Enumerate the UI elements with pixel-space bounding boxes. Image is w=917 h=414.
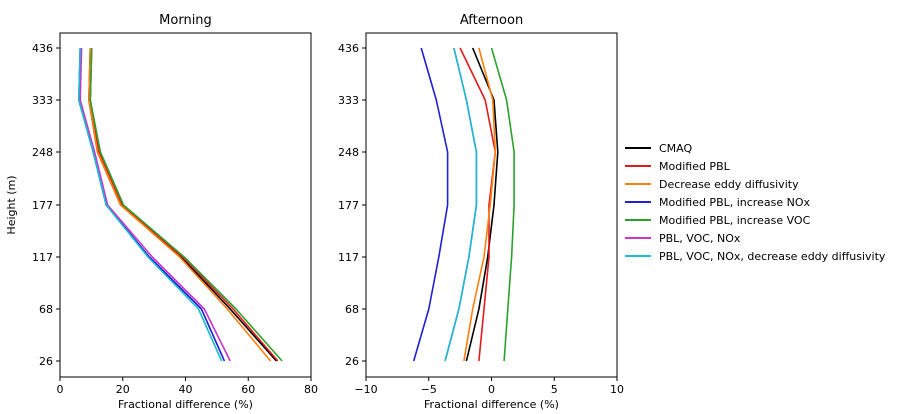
- legend-label: Decrease eddy diffusivity: [659, 178, 799, 191]
- series-line-0: [88, 47, 277, 362]
- series-line-3: [412, 47, 449, 362]
- x-tick-label: 10: [610, 383, 624, 396]
- y-tick-label: 436: [338, 42, 359, 55]
- series-line-5: [79, 47, 231, 362]
- y-tick-label: 68: [39, 303, 53, 316]
- y-tick-label: 117: [32, 251, 53, 264]
- y-tick-label: 26: [39, 355, 53, 368]
- y-tick-label: 333: [32, 94, 53, 107]
- afternoon-panel: −10 −5 0 5 10 26 68 117 177 248 333 436 Afternoon Fra…: [338, 13, 624, 411]
- x-tick-label: 0: [488, 383, 495, 396]
- x-tick-label: 20: [116, 383, 130, 396]
- chart-title: Morning: [159, 13, 212, 28]
- series-line-2: [463, 47, 497, 362]
- legend-label: CMAQ: [659, 142, 693, 155]
- plot-frame: [365, 32, 618, 378]
- y-axis-label: Height (m): [5, 175, 18, 234]
- y-tick-label: 248: [32, 146, 53, 159]
- y-tick-label: 436: [32, 42, 53, 55]
- y-tick-label: 248: [338, 146, 359, 159]
- x-axis-label: Fractional difference (%): [118, 398, 253, 411]
- x-axis-label: Fractional difference (%): [424, 398, 559, 411]
- y-tick-label: 177: [338, 199, 359, 212]
- series-line-2: [88, 47, 272, 362]
- legend: CMAQ Modified PBL Decrease eddy diffusivit…: [625, 142, 886, 263]
- series-line-1: [459, 47, 497, 362]
- morning-panel: 0 20 40 60 80 26 68 117 177 248 333 436 Morning Fract…: [5, 13, 318, 411]
- y-tick-label: 117: [338, 251, 359, 264]
- plot-frame: [59, 32, 312, 378]
- series-line-6: [78, 47, 223, 362]
- x-tick-label: 5: [551, 383, 558, 396]
- y-tick-label: 26: [345, 355, 359, 368]
- series-line-1: [89, 47, 279, 362]
- legend-label: Modified PBL, increase NOx: [659, 196, 810, 209]
- x-tick-label: −10: [354, 383, 377, 396]
- legend-label: Modified PBL: [659, 160, 731, 173]
- y-tick-label: 177: [32, 199, 53, 212]
- x-tick-label: −5: [421, 383, 437, 396]
- series-line-0: [465, 47, 499, 362]
- y-tick-label: 68: [345, 303, 359, 316]
- x-tick-label: 40: [179, 383, 193, 396]
- series-line-4: [490, 47, 515, 362]
- series-line-3: [78, 47, 226, 362]
- legend-label: PBL, VOC, NOx, decrease eddy diffusivity: [659, 250, 886, 263]
- x-tick-label: 60: [241, 383, 255, 396]
- legend-label: PBL, VOC, NOx: [659, 232, 741, 245]
- series-line-4: [89, 47, 283, 362]
- y-tick-label: 333: [338, 94, 359, 107]
- x-tick-label: 0: [57, 383, 64, 396]
- x-tick-label: 80: [304, 383, 318, 396]
- series-line-6: [444, 47, 478, 362]
- legend-label: Modified PBL, increase VOC: [659, 214, 811, 227]
- chart-title: Afternoon: [460, 13, 523, 28]
